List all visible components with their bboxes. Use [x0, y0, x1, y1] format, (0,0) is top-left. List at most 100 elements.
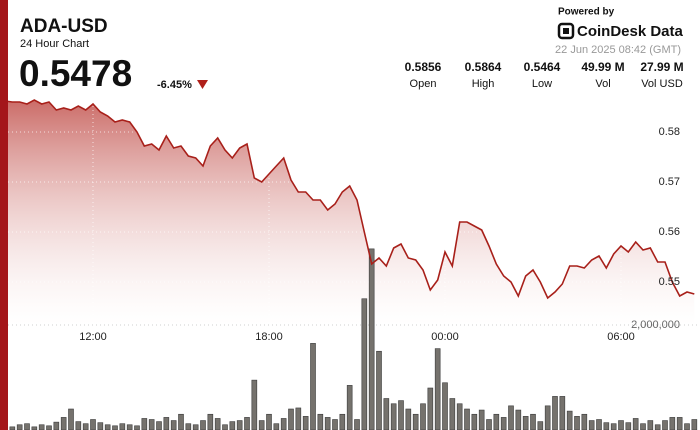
volume-bar: [251, 379, 258, 430]
volume-bar: [354, 419, 360, 430]
volume-bar: [53, 421, 60, 430]
volume-bar: [405, 408, 412, 430]
volume-bar: [420, 403, 426, 430]
volume-bar: [390, 403, 397, 430]
timestamp: 22 Jun 2025 08:42 (GMT): [555, 44, 681, 56]
volume-bar: [581, 413, 588, 430]
volume-bar: [588, 420, 595, 430]
volume-bar: [90, 419, 96, 430]
volume-bar: [464, 408, 470, 430]
volume-bar: [266, 413, 272, 430]
volume-bar: [156, 421, 162, 430]
volume-bar: [654, 424, 661, 430]
x-tick-label: 12:00: [79, 331, 107, 343]
volume-bar: [434, 348, 441, 430]
volume-bar: [273, 423, 280, 430]
volume-bar: [185, 423, 192, 430]
volume-bar: [537, 421, 544, 430]
y2-tick-label: 2,000,000: [631, 319, 680, 331]
volume-bar: [229, 421, 236, 430]
volume-bar: [691, 419, 698, 430]
volume-bar: [552, 396, 558, 430]
volume-bar: [449, 398, 456, 430]
volume-bar: [104, 424, 111, 430]
price: 0.5478: [19, 53, 132, 94]
volume-bar: [508, 405, 514, 430]
volume-bar: [134, 425, 140, 430]
volume-bar: [31, 426, 38, 430]
stat-value: 27.99 M: [640, 60, 683, 74]
y-tick-label: 0.58: [659, 126, 680, 138]
volume-bar: [16, 424, 23, 430]
volume-bar: [412, 413, 419, 430]
volume-bar: [170, 420, 177, 430]
down-arrow: [197, 80, 208, 89]
stat-label: Vol USD: [641, 78, 683, 90]
stat-label: Vol: [595, 78, 610, 90]
volume-bar: [112, 425, 118, 430]
stat-value: 0.5864: [465, 60, 502, 74]
volume-bar: [398, 400, 404, 430]
volume-bar: [574, 416, 580, 430]
change: -6.45%: [157, 79, 192, 91]
volume-bar: [493, 413, 500, 430]
volume-bar: [236, 420, 243, 430]
volume-bar: [471, 413, 478, 430]
volume-bar: [346, 385, 353, 430]
brand: CoinDesk Data: [577, 23, 684, 40]
volume-bar: [618, 420, 624, 430]
volume-bar: [60, 417, 67, 430]
volume-bar: [662, 420, 668, 430]
volume-bar: [141, 418, 148, 430]
volume-bar: [200, 420, 206, 430]
volume-bar: [559, 396, 566, 430]
volume-bar: [178, 413, 184, 430]
volume-bar: [280, 418, 287, 430]
volume-bar: [317, 413, 324, 430]
x-tick-label: 00:00: [431, 331, 459, 343]
stat-label: Open: [410, 78, 437, 90]
x-tick-label: 06:00: [607, 331, 635, 343]
stat-label: High: [472, 78, 495, 90]
volume-bar: [207, 413, 214, 430]
volume-bar: [192, 424, 199, 430]
volume-bar: [222, 424, 228, 430]
volume-bar: [684, 423, 690, 430]
volume-bar: [214, 418, 221, 430]
volume-bar: [258, 420, 265, 430]
stat-value: 0.5856: [405, 60, 442, 74]
stats: 0.5856 Open 0.5864 High 0.5464 Low 49.99 M Vol 2…: [405, 60, 684, 90]
volume-bar: [97, 422, 104, 430]
volume-bar: [9, 426, 16, 430]
volume-bar: [82, 423, 89, 430]
volume-bar: [324, 417, 331, 430]
volume-bar: [603, 422, 610, 430]
brand-logo: [557, 22, 575, 40]
volume-bar: [332, 419, 338, 430]
price-line: [4, 99, 695, 300]
price-area: [5, 100, 695, 325]
x-tick-label: 18:00: [255, 331, 283, 343]
volume-bar: [676, 417, 683, 430]
y-tick-label: 0.55: [659, 276, 680, 288]
volume-bar: [596, 419, 602, 430]
volume-bar: [163, 417, 170, 430]
stat-value: 49.99 M: [581, 60, 624, 74]
volume-bar: [38, 424, 45, 430]
volume-bar: [566, 410, 573, 430]
volume-bar: [310, 343, 316, 430]
volume-bar: [610, 423, 617, 430]
volume-bar: [486, 419, 492, 430]
volume-bar: [119, 423, 126, 430]
volume-bar: [288, 408, 294, 430]
volume-bar: [427, 387, 434, 430]
volume-bar: [295, 407, 302, 430]
volume-bar: [515, 409, 522, 430]
volume-bar: [244, 417, 250, 430]
volume-bar: [456, 403, 463, 430]
volume-bar: [126, 424, 133, 430]
volume-bar: [339, 413, 346, 430]
volume-bar: [478, 409, 485, 430]
volume-bar: [302, 416, 309, 430]
